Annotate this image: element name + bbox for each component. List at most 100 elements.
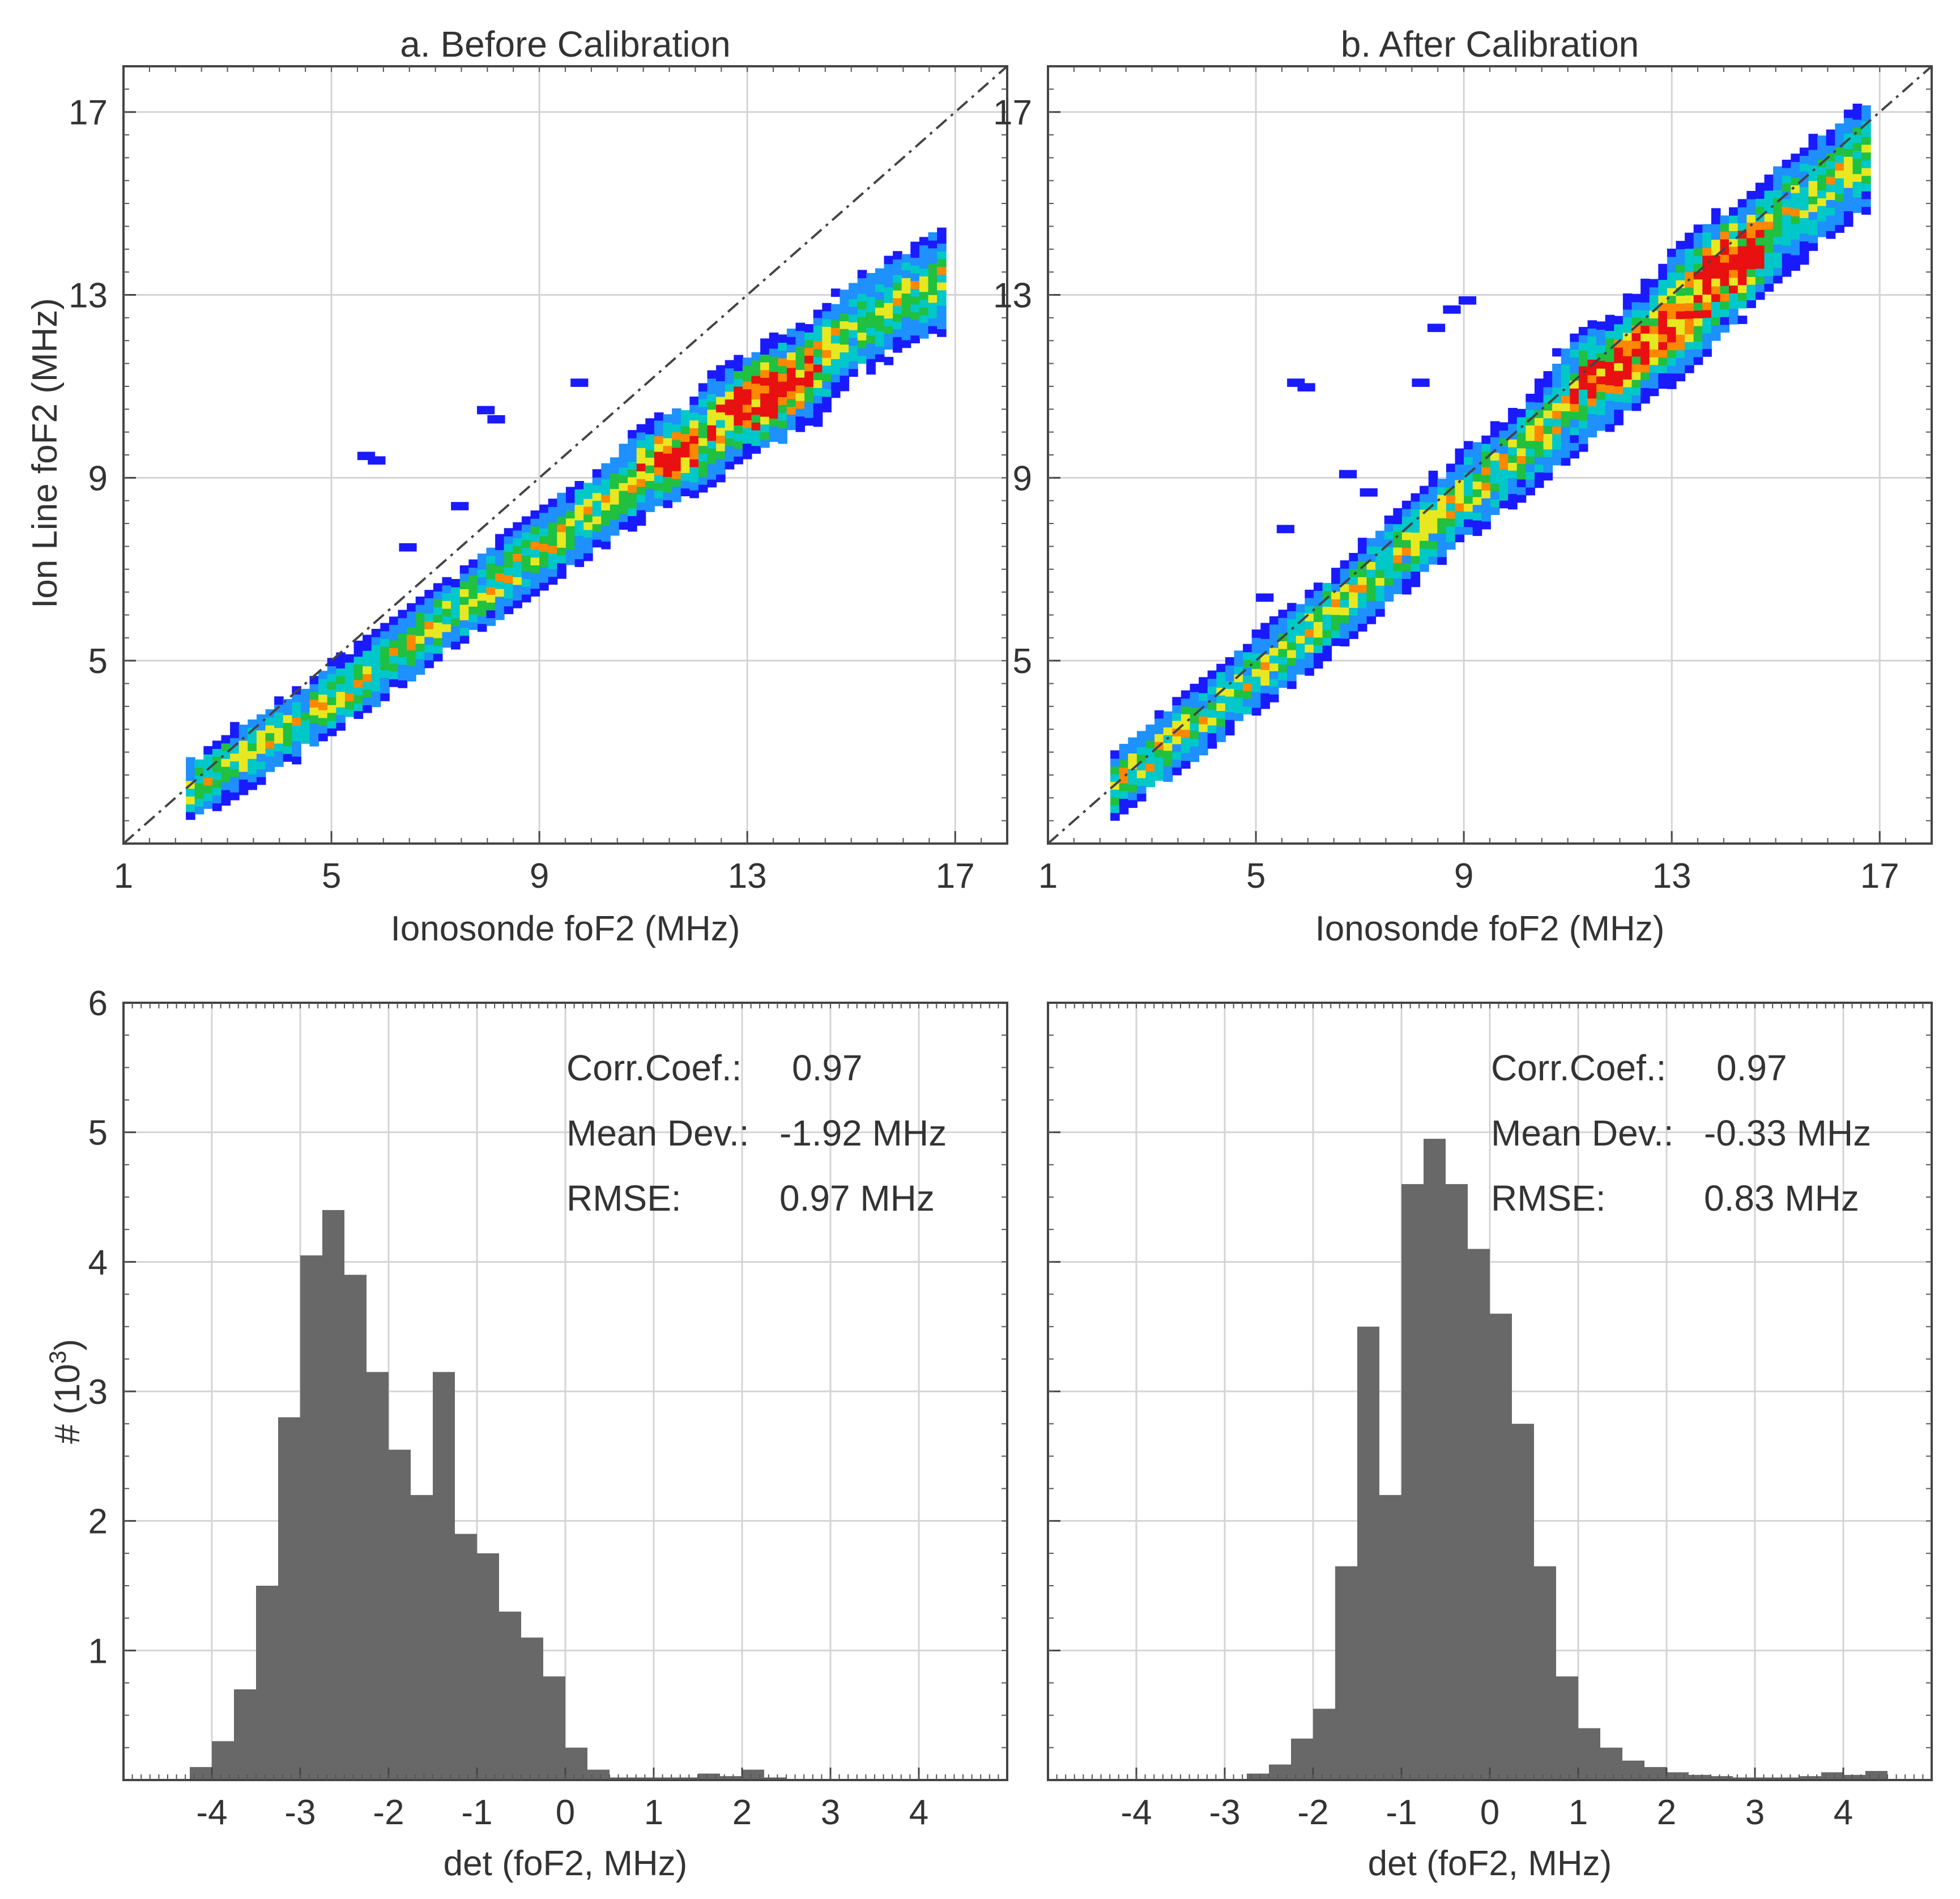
density-cell [433, 583, 443, 592]
density-cell [318, 686, 328, 695]
density-cell [212, 740, 222, 749]
density-cell [928, 302, 938, 311]
density-cell [795, 416, 806, 424]
density-cell [283, 746, 293, 754]
density-cell [645, 441, 655, 450]
density-cell [1490, 475, 1500, 484]
density-cell [212, 787, 222, 796]
density-cell [716, 365, 726, 374]
density-cell [1340, 591, 1350, 600]
density-cell [238, 748, 249, 756]
density-cell [1685, 365, 1694, 373]
density-cell [875, 291, 885, 300]
density-cell [636, 486, 646, 495]
density-cell [1260, 646, 1270, 655]
density-cell [309, 730, 319, 739]
density-cell [513, 530, 522, 539]
density-cell [433, 606, 443, 615]
density-cell [292, 725, 301, 734]
density-cell [353, 695, 364, 704]
density-cell [1420, 486, 1429, 495]
density-cell [1605, 416, 1615, 424]
density-cell [1667, 326, 1677, 335]
density-cell [937, 321, 947, 330]
density-cell [716, 442, 726, 452]
density-cell [1526, 448, 1535, 457]
density-cell [1605, 385, 1615, 393]
density-cell [565, 541, 576, 550]
density-cell [1287, 626, 1297, 635]
density-cell [1136, 739, 1147, 747]
density-cell [1199, 739, 1208, 748]
density-cell [707, 432, 717, 441]
density-cell [849, 291, 858, 299]
density-cell [1526, 409, 1535, 418]
density-cell [901, 285, 911, 294]
density-cell [751, 422, 761, 431]
density-cell [1711, 286, 1721, 295]
density-cell [1401, 555, 1412, 564]
density-cell [1313, 621, 1323, 630]
density-cell [910, 296, 920, 305]
density-cell [707, 401, 717, 410]
density-cell [795, 400, 806, 409]
density-cell [1614, 347, 1624, 356]
density-cell [433, 591, 443, 599]
density-cell [1508, 470, 1518, 479]
density-cell [742, 420, 752, 428]
density-cell [442, 600, 452, 609]
density-cell [672, 493, 681, 503]
density-cell [1305, 605, 1314, 614]
density-cell [1570, 388, 1579, 397]
density-cell [707, 417, 717, 425]
density-cell [1667, 318, 1677, 327]
density-cell [822, 334, 832, 343]
density-cell [1455, 526, 1465, 535]
density-cell [1499, 476, 1509, 486]
density-cell [592, 484, 602, 493]
density-cell [760, 354, 770, 363]
density-cell [654, 412, 664, 421]
density-cell [672, 408, 681, 417]
density-cell [937, 305, 947, 314]
density-cell [751, 429, 761, 438]
density-cell [840, 336, 850, 345]
x-tick-label: -4 [196, 1793, 227, 1832]
histogram-bar [1490, 1313, 1512, 1780]
density-cell [363, 635, 372, 644]
density-cell [1543, 449, 1553, 457]
density-cell [1401, 570, 1412, 579]
density-cell [1773, 228, 1783, 237]
density-cell [849, 322, 858, 330]
density-cell [1570, 435, 1579, 443]
density-cell [1207, 733, 1217, 741]
density-cell [1737, 199, 1748, 208]
density-cell [1631, 301, 1642, 310]
outlier-cell [487, 415, 505, 424]
density-cell [813, 309, 823, 318]
density-cell [539, 543, 549, 552]
density-cell [698, 406, 708, 415]
density-cell [1552, 348, 1562, 357]
density-cell [1243, 698, 1252, 707]
density-cell [707, 370, 717, 379]
density-cell [459, 619, 470, 628]
density-cell [477, 585, 487, 593]
density-cell [521, 547, 531, 556]
histogram-bar [433, 1372, 455, 1780]
density-cell [592, 492, 602, 501]
density-cell [1163, 742, 1173, 751]
density-cell [1746, 300, 1756, 308]
density-cell [1243, 675, 1252, 684]
density-cell [1782, 261, 1792, 269]
density-cell [415, 635, 425, 644]
density-cell [1145, 771, 1156, 780]
density-cell [433, 653, 443, 662]
density-cell [548, 560, 558, 569]
density-cell [1181, 690, 1191, 699]
density-cell [1711, 231, 1721, 240]
density-cell [539, 520, 549, 529]
density-cell [769, 410, 779, 419]
